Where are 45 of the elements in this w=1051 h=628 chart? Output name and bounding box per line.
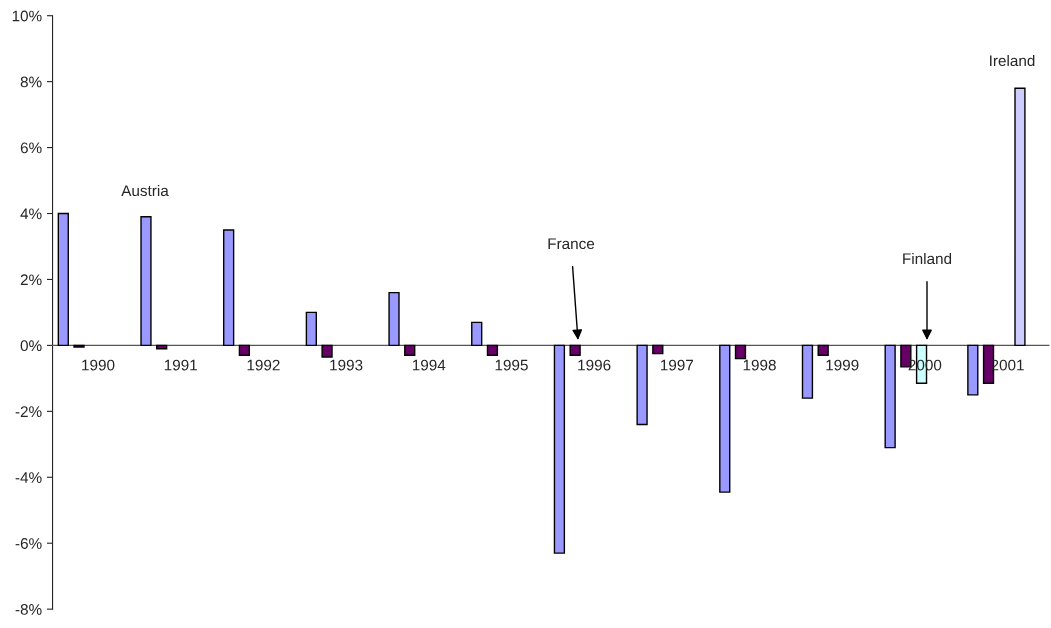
y-tick-label: -8% xyxy=(15,604,42,615)
x-tick-label: 1999 xyxy=(826,359,859,371)
x-tick-label: 1994 xyxy=(412,359,446,371)
bar xyxy=(1014,87,1026,347)
y-tick-label: 10% xyxy=(12,10,42,22)
bar xyxy=(652,344,664,355)
y-tick-label: 8% xyxy=(20,76,42,88)
bar xyxy=(404,344,416,356)
bar xyxy=(553,344,566,554)
bar xyxy=(636,344,648,426)
bar xyxy=(471,321,483,347)
annotation: Austria xyxy=(121,184,169,197)
bar xyxy=(817,344,829,356)
annotation: France xyxy=(548,238,595,250)
x-tick-label: 1997 xyxy=(660,359,694,371)
bar xyxy=(321,344,333,358)
bar xyxy=(884,344,896,449)
x-tick-label: 1991 xyxy=(164,359,197,371)
bar xyxy=(305,311,318,347)
bar xyxy=(388,291,400,347)
x-tick-label: 1996 xyxy=(578,359,611,371)
y-tick-label: 2% xyxy=(20,274,42,286)
bar xyxy=(801,344,814,399)
annotation: Ireland xyxy=(990,54,1035,67)
annotation: Finland xyxy=(903,252,952,265)
bar xyxy=(57,212,69,347)
y-tick-label: -6% xyxy=(15,538,42,549)
bar xyxy=(734,344,747,360)
x-tick-label: 1998 xyxy=(743,359,776,371)
bar xyxy=(569,344,581,356)
y-tick-label: 0% xyxy=(20,340,42,352)
y-tick-label: 6% xyxy=(20,142,42,154)
x-tick-label: 1990 xyxy=(82,359,115,371)
y-tick-label: -2% xyxy=(15,406,42,417)
y-tick-label: -4% xyxy=(15,472,42,483)
bar xyxy=(719,344,731,493)
bar xyxy=(238,344,251,356)
x-tick-label: 1995 xyxy=(495,359,528,371)
bar xyxy=(140,216,152,347)
x-tick-label: 1993 xyxy=(330,359,363,371)
bar xyxy=(486,344,499,356)
bar xyxy=(223,229,235,347)
bar xyxy=(967,344,979,396)
x-tick-label: 1992 xyxy=(247,359,280,371)
y-tick-label: 4% xyxy=(20,208,42,220)
